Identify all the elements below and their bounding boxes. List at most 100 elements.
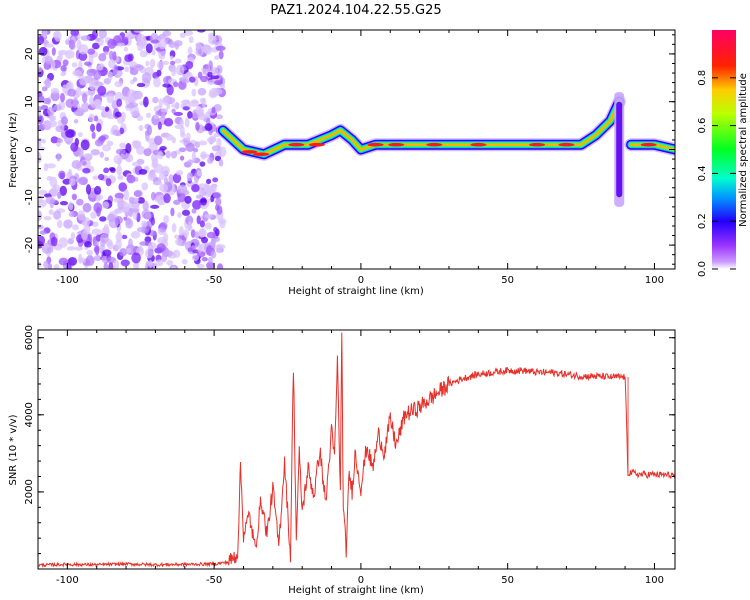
noise-blob: [109, 167, 116, 173]
noise-blob: [94, 245, 100, 256]
tone-hotspot: [367, 142, 384, 147]
noise-blob: [162, 83, 172, 88]
noise-blob: [179, 155, 185, 161]
tone-hotspot: [558, 142, 575, 147]
noise-blob: [146, 124, 153, 136]
noise-blob: [49, 115, 57, 122]
noise-blob: [42, 30, 48, 38]
noise-blob: [128, 238, 133, 250]
noise-blob: [74, 246, 84, 251]
noise-blob: [136, 115, 143, 122]
noise-blob: [196, 215, 201, 225]
noise-blob: [150, 204, 160, 209]
snr-panel: -100 -50 0 50 100 2000 4000 6000 Height of stra…: [8, 325, 676, 596]
noise-blob: [98, 30, 107, 39]
noise-blob: [38, 66, 43, 73]
noise-blob: [38, 189, 48, 196]
noise-blob: [174, 58, 182, 64]
noise-blob: [186, 172, 193, 182]
noise-blob: [42, 97, 51, 105]
noise-blob: [144, 236, 152, 243]
noise-blob: [195, 49, 204, 57]
noise-blob: [138, 168, 148, 175]
snr-frame: [37, 329, 676, 570]
noise-blob: [38, 114, 44, 125]
noise-blob: [88, 113, 95, 123]
tone-hotspot: [470, 142, 487, 147]
noise-blob: [45, 196, 56, 205]
noise-blob: [68, 201, 74, 211]
noise-blob: [181, 79, 190, 84]
noise-blob: [157, 121, 162, 131]
noise-blob: [46, 163, 56, 169]
noise-blob: [195, 121, 200, 131]
spectrogram-xtick-label: -100: [56, 275, 79, 286]
noise-blob: [94, 37, 101, 42]
noise-blob: [69, 178, 76, 186]
noise-blob: [102, 144, 112, 152]
noise-blob: [191, 208, 197, 214]
noise-blob: [217, 263, 224, 269]
noise-blob: [152, 180, 163, 186]
noise-blob: [87, 48, 96, 55]
noise-blob: [149, 58, 156, 69]
tone-hotspot: [426, 142, 443, 147]
noise-blob: [200, 236, 209, 244]
noise-blob: [58, 170, 66, 180]
noise-blob: [166, 104, 171, 110]
noise-blob: [125, 142, 132, 154]
colorbar-tick-label: 0.8: [697, 70, 708, 86]
noise-blob: [44, 43, 54, 48]
snr-series-line: [38, 332, 675, 569]
noise-blob: [119, 153, 126, 160]
noise-blob: [175, 238, 183, 246]
noise-blob: [150, 216, 155, 226]
noise-blob: [114, 80, 123, 88]
noise-blob: [106, 93, 115, 104]
tone-hotspot: [388, 142, 405, 147]
noise-blob: [83, 153, 93, 159]
noise-blob: [92, 175, 100, 180]
noise-blob: [213, 80, 223, 86]
noise-blob: [75, 86, 82, 98]
noise-blob: [200, 75, 209, 83]
noise-blob: [170, 150, 178, 159]
noise-blob: [158, 39, 167, 50]
noise-blob: [128, 61, 138, 68]
noise-blob: [65, 98, 75, 108]
noise-blob: [207, 157, 214, 164]
spectrogram-ytick-label: 10: [24, 95, 35, 108]
noise-blob: [159, 183, 169, 193]
noise-blob: [162, 60, 170, 65]
spectrogram-xtick-label: 100: [645, 275, 664, 286]
noise-blob: [90, 123, 96, 132]
noise-blob: [141, 72, 152, 84]
noise-blob: [212, 177, 219, 183]
noise-blob: [215, 244, 223, 254]
noise-blob: [78, 132, 83, 138]
noise-blob: [185, 142, 195, 152]
noise-blob: [62, 84, 68, 94]
noise-blob: [93, 255, 102, 262]
noise-blob: [77, 210, 86, 221]
noise-blob: [164, 249, 174, 257]
noise-blob: [85, 184, 92, 195]
noise-blob: [191, 88, 197, 97]
noise-blob: [204, 213, 213, 219]
noise-blob: [99, 151, 104, 158]
noise-blob: [115, 71, 123, 77]
noise-blob: [196, 263, 205, 269]
noise-blob: [200, 153, 211, 159]
noise-blob: [126, 103, 136, 109]
noise-blob: [108, 59, 116, 69]
noise-blob: [104, 106, 110, 112]
noise-blob: [82, 202, 92, 213]
noise-blob: [50, 236, 58, 247]
noise-blob: [57, 191, 62, 199]
noise-blob: [80, 35, 91, 41]
noise-blob: [123, 46, 128, 52]
noise-blob: [98, 53, 107, 62]
spectrogram-xtick-label: -50: [206, 275, 222, 286]
noise-blob: [170, 207, 175, 217]
snr-xlabel: Height of straight line (km): [288, 585, 424, 596]
